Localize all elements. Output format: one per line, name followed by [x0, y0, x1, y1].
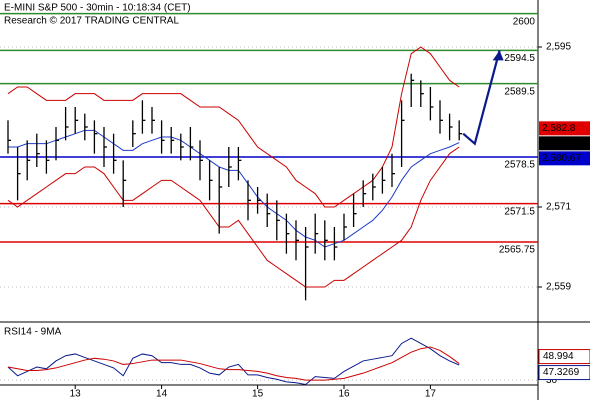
band-line: [7, 146, 460, 288]
arrow-head: [492, 50, 504, 61]
x-tick-label: 15: [252, 389, 264, 400]
rsi-box-label: 48.994: [543, 351, 574, 362]
x-tick-label: 14: [156, 389, 168, 400]
band-line: [8, 129, 460, 248]
price-box: [539, 136, 590, 151]
x-tick-label: 13: [70, 389, 82, 400]
price-box-label: 2,581.5: [542, 138, 576, 149]
x-tick-label: 17: [425, 389, 437, 400]
level-label: 2571.5: [504, 206, 535, 217]
x-tick-label: 16: [338, 389, 350, 400]
level-label: 2600: [513, 16, 536, 27]
level-label: 2594.5: [504, 53, 535, 64]
rsi-box-label: 47.3269: [543, 367, 580, 378]
chart-subtitle: Research © 2017 TRADING CENTRAL: [4, 16, 179, 27]
level-label: 2589.5: [504, 86, 535, 97]
rsi-box: [538, 365, 590, 381]
rsi-line: [7, 337, 460, 386]
rsi-label: RSI14 - 9MA: [4, 327, 62, 338]
y-tick-label: 2,571: [546, 202, 571, 213]
rsi-line: [7, 346, 460, 381]
chart-title: E-MINI S&P 500 - 30min - 10:18:34 (CET): [4, 3, 191, 14]
price-box: [539, 121, 590, 136]
level-label: 2565.75: [499, 245, 536, 256]
y-tick-label: 2,559: [546, 282, 571, 293]
y-tick-label: 30: [546, 375, 558, 386]
price-box: [539, 151, 590, 166]
band-line: [7, 46, 460, 208]
forecast-arrow: [462, 50, 501, 146]
y-tick-label: 2,595: [546, 42, 571, 53]
rsi-box: [538, 349, 590, 365]
level-label: 2578.5: [504, 160, 535, 171]
price-box-label: 2,580.67: [542, 153, 581, 164]
price-box-label: 2,582.8: [542, 123, 576, 134]
